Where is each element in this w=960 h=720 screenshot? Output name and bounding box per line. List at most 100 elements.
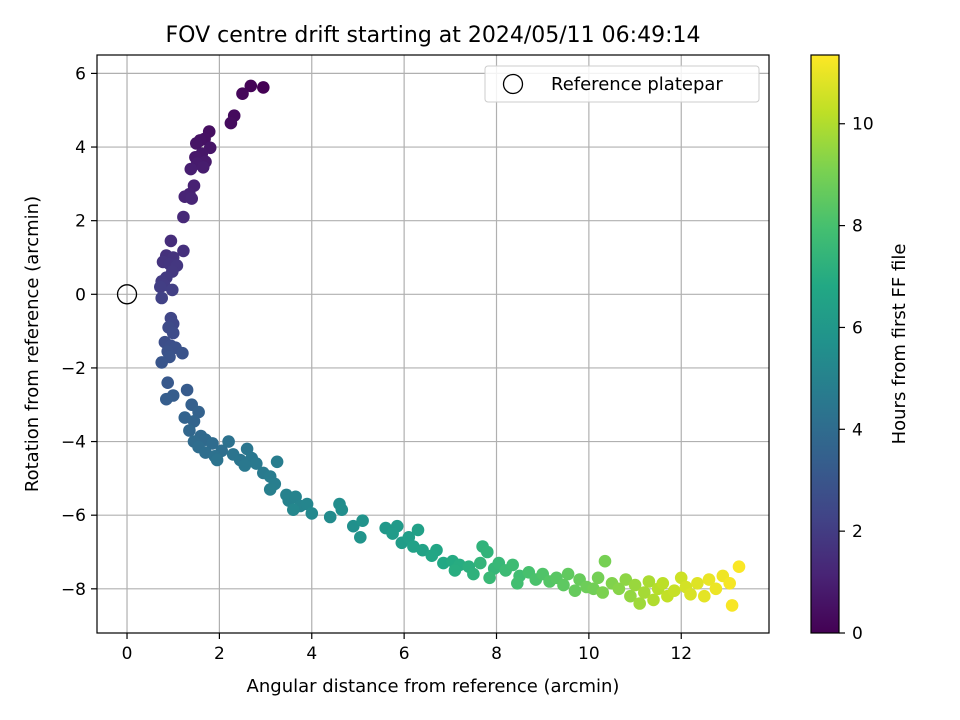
x-axis-label: Angular distance from reference (arcmin) — [247, 676, 620, 697]
scatter-point — [624, 589, 637, 603]
plot-area-frame — [96, 54, 770, 634]
colorbar: 0 2 4 6 8 10 Hours from first FF file — [810, 54, 910, 644]
scatter-point — [236, 87, 249, 100]
scatter-point — [668, 584, 681, 597]
x-tick-label: 8 — [491, 644, 502, 664]
y-tick-label: −2 — [61, 359, 86, 379]
scatter-point — [732, 560, 746, 573]
y-tick-label: 6 — [75, 64, 86, 84]
colorbar-tick-label: 2 — [852, 522, 863, 542]
y-tick-label: −4 — [61, 433, 86, 453]
scatter-point — [323, 510, 337, 524]
scatter-point — [642, 575, 656, 588]
scatter-point — [354, 531, 367, 544]
scatter-point — [155, 291, 168, 305]
scatter-point — [155, 356, 168, 369]
scatter-point — [206, 437, 219, 450]
scatter-point — [684, 588, 697, 601]
scatter-point — [483, 571, 496, 585]
scatter-point — [180, 383, 194, 397]
scatter-point — [154, 280, 167, 294]
scatter-point — [656, 577, 670, 590]
scatter-point — [210, 453, 224, 467]
scatter-point — [238, 459, 252, 472]
y-tick-label: −6 — [61, 506, 86, 526]
scatter-point — [347, 519, 360, 533]
scatter-point — [612, 582, 626, 596]
y-tick-label: 0 — [75, 285, 86, 305]
scatter-point — [270, 455, 284, 469]
scatter-point — [263, 483, 277, 496]
scatter-point — [467, 567, 480, 581]
scatter-point — [568, 584, 582, 597]
grid-lines — [97, 55, 769, 633]
scatter-point — [177, 210, 190, 224]
scatter-point — [725, 599, 739, 612]
scatter-point — [164, 234, 178, 248]
scatter-point — [185, 192, 198, 205]
colorbar-tick-label: 4 — [852, 420, 863, 440]
x-tick-label: 6 — [399, 644, 410, 664]
scatter-point — [596, 586, 609, 599]
scatter-point — [647, 593, 660, 607]
scatter-point — [184, 162, 198, 176]
scatter-point — [474, 556, 487, 570]
scatter-point — [196, 161, 210, 174]
scatter-point — [723, 577, 736, 590]
x-tick-label: 10 — [578, 644, 600, 664]
scatter-point — [183, 424, 196, 437]
scatter-point — [619, 573, 633, 586]
scatter-point — [386, 527, 399, 540]
y-tick-label: −8 — [61, 580, 86, 600]
legend: Reference platepar — [484, 65, 760, 103]
scatter-point — [561, 567, 575, 581]
colorbar-ticks: 0 2 4 6 8 10 — [839, 115, 874, 644]
y-tick-label: 2 — [75, 212, 86, 232]
scatter-point — [416, 543, 429, 557]
scatter-point — [161, 376, 174, 390]
scatter-point — [300, 497, 314, 511]
scatter-point — [702, 573, 716, 586]
scatter-point — [305, 507, 319, 520]
scatter-point — [335, 503, 349, 516]
scatter-point — [411, 523, 425, 537]
scatter-point — [190, 137, 203, 150]
scatter-point — [166, 283, 179, 297]
colorbar-tick-label: 0 — [852, 624, 863, 644]
x-tick-label: 12 — [670, 644, 692, 664]
scatter-point — [557, 578, 570, 592]
y-axis-label: Rotation from reference (arcmin) — [22, 196, 43, 492]
scatter-point — [591, 571, 605, 585]
scatter-point — [698, 589, 711, 603]
scatter-points — [116, 79, 746, 612]
scatter-point — [628, 578, 642, 592]
scatter-point — [448, 564, 462, 577]
scatter-point — [222, 435, 235, 448]
scatter-point — [287, 503, 300, 516]
scatter-point — [356, 514, 369, 527]
scatter-point — [633, 597, 646, 610]
scatter-point — [691, 577, 704, 590]
scatter-point — [177, 244, 190, 258]
scatter-point — [638, 586, 651, 599]
legend-entry-label: Reference platepar — [551, 74, 723, 95]
scatter-point — [506, 558, 519, 572]
scatter-point — [249, 457, 263, 470]
scatter-point — [257, 81, 270, 94]
x-tick-label: 4 — [306, 644, 317, 664]
legend-marker-open-circle — [502, 73, 524, 95]
scatter-point — [709, 582, 723, 596]
x-tick-label: 2 — [214, 644, 225, 664]
legend-box — [484, 65, 760, 103]
scatter-point — [224, 116, 238, 130]
colorbar-gradient — [811, 55, 839, 633]
colorbar-tick-label: 6 — [852, 318, 863, 338]
scatter-point — [598, 554, 612, 568]
y-axis-ticks: −8 −6 −4 −2 0 2 4 6 — [61, 64, 97, 600]
reference-platepar-marker — [116, 284, 138, 305]
y-tick-label: 4 — [75, 138, 86, 158]
chart-title: FOV centre drift starting at 2024/05/11 … — [166, 23, 701, 48]
colorbar-frame — [810, 54, 840, 634]
scatter-point — [425, 549, 439, 562]
